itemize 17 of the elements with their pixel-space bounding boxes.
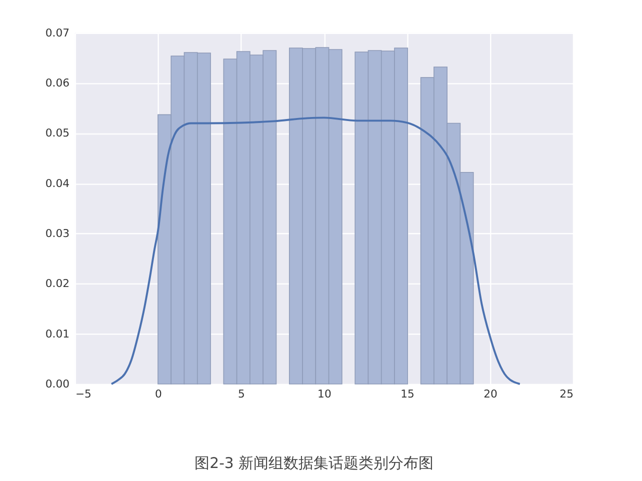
x-tick-label: 20 [484,387,498,400]
x-tick-label: 15 [400,387,414,400]
y-tick-label: 0.01 [45,327,70,340]
x-tick-label: −5 [75,387,92,400]
y-tick-label: 0.06 [45,76,70,90]
y-tick-label: 0.02 [45,277,70,290]
y-tick-label: 0.07 [45,26,70,40]
y-tick-label: 0.00 [45,377,70,390]
line-series [110,116,521,385]
x-tick-label: 25 [560,387,574,400]
x-tick-label: 10 [318,387,332,400]
y-tick-label: 0.03 [45,227,70,240]
y-tick-label: 0.04 [45,176,70,190]
x-tick-label: 0 [155,387,162,400]
y-tick-label: 0.05 [45,126,70,140]
x-tick-label: 5 [238,387,245,400]
caption: 图2-3 新闻组数据集话题类别分布图 [194,454,434,472]
